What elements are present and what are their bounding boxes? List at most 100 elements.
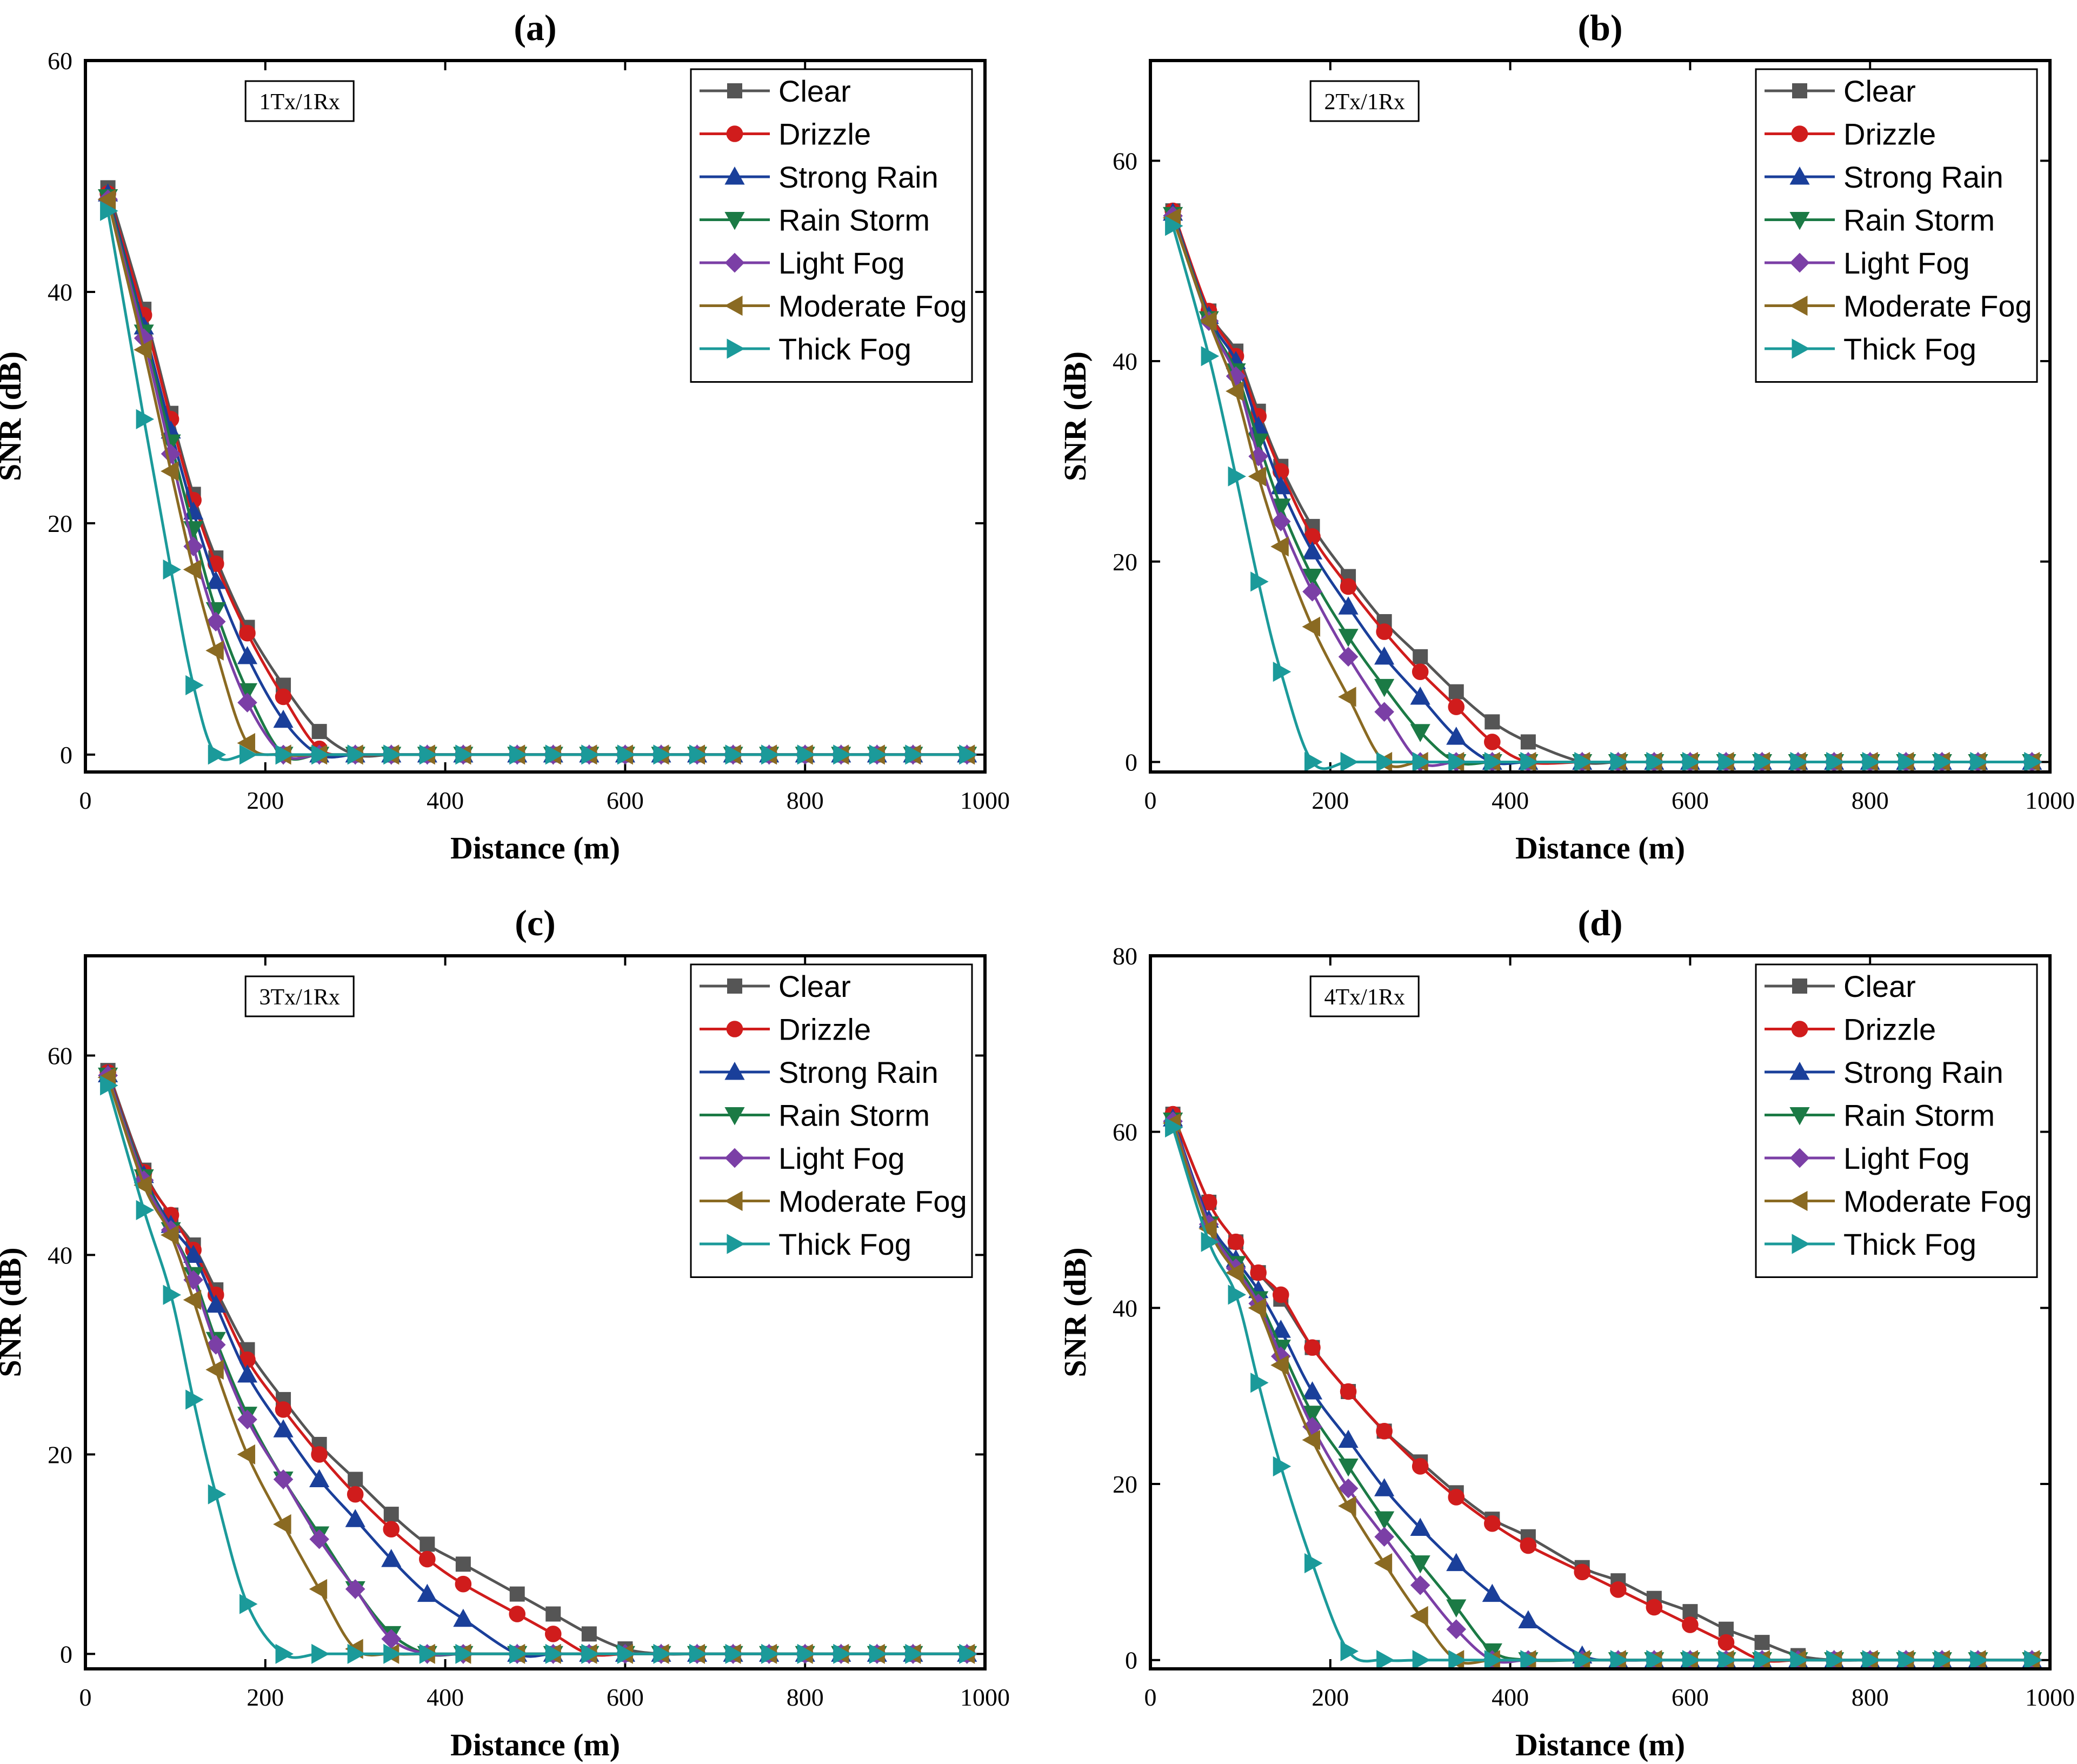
legend-item-light-fog[interactable]: Light Fog	[700, 246, 905, 280]
legend-item-drizzle[interactable]: Drizzle	[1765, 117, 1936, 151]
data-point	[1448, 698, 1465, 715]
data-point	[1374, 1478, 1395, 1496]
y-tick-label: 40	[1113, 348, 1137, 375]
data-point	[1410, 1517, 1430, 1536]
legend-item-light-fog[interactable]: Light Fog	[700, 1141, 905, 1175]
data-point	[419, 744, 438, 765]
legend-marker	[727, 978, 742, 994]
data-point	[1270, 1320, 1291, 1338]
data-point	[381, 1629, 402, 1649]
data-point	[1790, 1650, 1809, 1669]
legend-item-moderate-fog[interactable]: Moderate Fog	[1765, 289, 2032, 323]
legend-item-strong-rain[interactable]: Strong Rain	[1765, 1055, 2003, 1089]
series-thick-fog	[1165, 1117, 2042, 1669]
data-point	[959, 1643, 977, 1664]
data-point	[1718, 1621, 1734, 1637]
x-tick-label: 600	[1672, 787, 1709, 814]
legend-label: Drizzle	[778, 1013, 871, 1047]
x-tick-label: 1000	[2025, 1683, 2075, 1711]
data-point	[1165, 1117, 1183, 1138]
series-thick-fog	[100, 1075, 977, 1664]
series-thick-fog	[100, 201, 977, 765]
data-point	[205, 1294, 226, 1313]
legend: Clear Drizzle Strong Rain Rain Storm Light F…	[1755, 963, 2038, 1278]
legend-label: Clear	[1843, 969, 1916, 1003]
y-tick-label: 20	[48, 1441, 72, 1468]
data-point	[1250, 1264, 1267, 1281]
data-point	[183, 1289, 202, 1310]
data-point	[761, 1643, 780, 1664]
legend-marker	[1789, 1190, 1808, 1211]
legend-item-strong-rain[interactable]: Strong Rain	[1765, 160, 2003, 194]
y-tick-label: 80	[1113, 942, 1137, 970]
legend-item-rain-storm[interactable]: Rain Storm	[1765, 1099, 1995, 1133]
legend-item-moderate-fog[interactable]: Moderate Fog	[1765, 1184, 2032, 1219]
data-point	[208, 1484, 227, 1505]
legend-label: Moderate Fog	[1843, 289, 2032, 323]
legend-item-moderate-fog[interactable]: Moderate Fog	[700, 1184, 967, 1219]
data-point	[1250, 571, 1269, 592]
legend-item-thick-fog[interactable]: Thick Fog	[700, 1227, 911, 1261]
legend-item-moderate-fog[interactable]: Moderate Fog	[700, 289, 967, 323]
legend-item-strong-rain[interactable]: Strong Rain	[700, 1055, 938, 1089]
data-point	[617, 1643, 636, 1664]
data-point	[1413, 649, 1428, 664]
data-point	[237, 1444, 256, 1465]
legend-label: Clear	[778, 969, 851, 1003]
data-point	[1302, 569, 1323, 587]
data-point	[1446, 1599, 1467, 1617]
data-point	[1304, 751, 1323, 772]
data-point	[1574, 1563, 1591, 1581]
data-point	[833, 744, 851, 765]
legend-marker	[1792, 338, 1810, 359]
data-point	[1412, 1650, 1431, 1669]
legend-item-light-fog[interactable]: Light Fog	[1765, 246, 1970, 280]
legend-label: Drizzle	[778, 117, 871, 151]
legend-marker	[724, 1148, 745, 1168]
legend-item-drizzle[interactable]: Drizzle	[1765, 1013, 1936, 1047]
x-tick-label: 0	[79, 1683, 92, 1711]
data-point	[311, 1643, 330, 1664]
legend-item-light-fog[interactable]: Light Fog	[1765, 1141, 1970, 1175]
legend-item-clear[interactable]: Clear	[700, 969, 851, 1003]
data-point	[1448, 751, 1467, 772]
data-point	[1518, 1610, 1539, 1628]
data-point	[1248, 1297, 1267, 1318]
plot-frame	[84, 954, 987, 1670]
data-point	[419, 1643, 438, 1664]
data-point	[1898, 1650, 1916, 1669]
x-tick-label: 400	[1492, 1683, 1529, 1711]
data-point	[1754, 1650, 1773, 1669]
legend-item-thick-fog[interactable]: Thick Fog	[1765, 1227, 1976, 1261]
legend-item-thick-fog[interactable]: Thick Fog	[1765, 332, 1976, 366]
data-point	[311, 724, 327, 740]
legend-marker	[1789, 1148, 1810, 1168]
legend-label: Rain Storm	[1843, 1099, 1995, 1133]
legend-item-drizzle[interactable]: Drizzle	[700, 117, 871, 151]
y-tick-label: 40	[1113, 1294, 1137, 1322]
data-point	[1484, 734, 1501, 750]
data-point	[1338, 1496, 1356, 1516]
annotation-text: 3Tx/1Rx	[259, 985, 340, 1010]
legend-item-clear[interactable]: Clear	[1765, 969, 1916, 1003]
data-point	[273, 1469, 294, 1489]
legend-item-thick-fog[interactable]: Thick Fog	[700, 332, 911, 366]
legend-label: Clear	[1843, 74, 1916, 108]
legend-item-strong-rain[interactable]: Strong Rain	[700, 160, 938, 194]
legend-item-rain-storm[interactable]: Rain Storm	[1765, 203, 1995, 237]
data-point	[309, 1579, 328, 1600]
legend-item-clear[interactable]: Clear	[700, 74, 851, 108]
data-point	[1682, 1650, 1701, 1669]
x-tick-label: 1000	[960, 1683, 1010, 1711]
x-tick-label: 800	[787, 1683, 824, 1711]
y-axis-label: SNR (dB)	[0, 351, 28, 481]
legend-item-drizzle[interactable]: Drizzle	[700, 1013, 871, 1047]
data-point	[1826, 1650, 1845, 1669]
legend-item-rain-storm[interactable]: Rain Storm	[700, 203, 930, 237]
legend-item-rain-storm[interactable]: Rain Storm	[700, 1099, 930, 1133]
data-point	[1410, 1575, 1430, 1595]
data-point	[311, 1446, 328, 1463]
panel-title: (b)	[1577, 7, 1622, 48]
legend-item-clear[interactable]: Clear	[1765, 74, 1916, 108]
legend-label: Strong Rain	[778, 160, 938, 194]
